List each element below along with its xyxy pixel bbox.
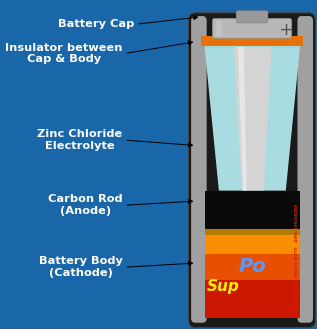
Bar xyxy=(201,36,303,46)
Polygon shape xyxy=(234,47,272,190)
Bar xyxy=(204,190,300,318)
FancyBboxPatch shape xyxy=(236,11,268,23)
Text: +: + xyxy=(278,21,293,39)
Bar xyxy=(204,235,300,280)
Bar xyxy=(204,229,300,254)
Text: Carbon Rod
(Anode): Carbon Rod (Anode) xyxy=(48,194,122,216)
Text: Insulator between
Cap & Body: Insulator between Cap & Body xyxy=(5,43,122,64)
Text: HI-POWER HEAVY DUTY   ZINC CHLORIDE: HI-POWER HEAVY DUTY ZINC CHLORIDE xyxy=(295,204,300,304)
Text: Battery Cap: Battery Cap xyxy=(58,19,134,29)
Bar xyxy=(204,46,300,47)
FancyBboxPatch shape xyxy=(191,16,207,323)
FancyBboxPatch shape xyxy=(297,16,313,323)
Polygon shape xyxy=(238,47,247,190)
FancyBboxPatch shape xyxy=(189,13,316,328)
FancyBboxPatch shape xyxy=(212,18,292,38)
Bar xyxy=(204,235,300,318)
Bar xyxy=(216,21,222,36)
Text: Po: Po xyxy=(238,257,266,276)
Text: Battery Body
(Cathode): Battery Body (Cathode) xyxy=(38,257,122,278)
Text: Zinc Chloride
Electrolyte: Zinc Chloride Electrolyte xyxy=(37,129,122,151)
Text: Sup: Sup xyxy=(207,279,240,293)
Polygon shape xyxy=(204,47,300,190)
